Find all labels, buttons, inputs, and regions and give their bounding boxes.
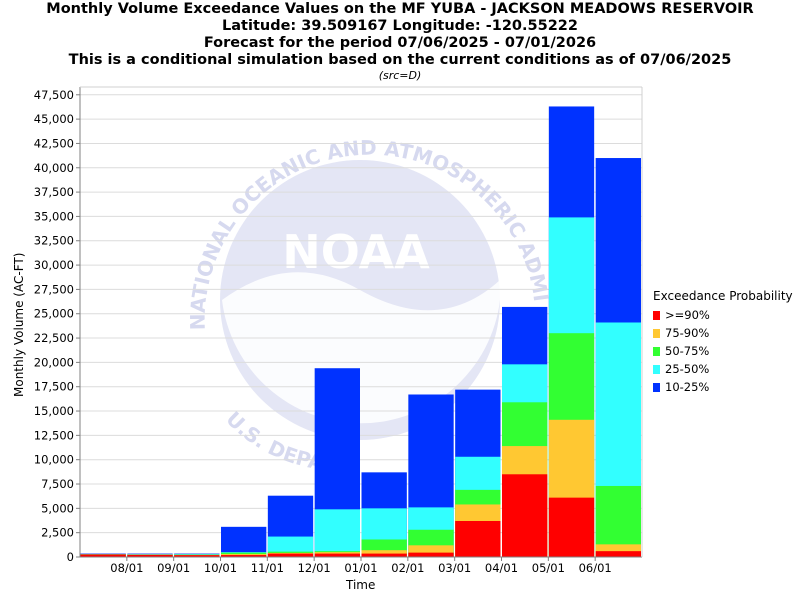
chart-source: (src=D)	[378, 69, 422, 82]
bar-90-02-2026	[408, 552, 454, 557]
noaa-logo-wave	[222, 272, 500, 424]
y-tick-label: 30,000	[34, 258, 74, 272]
y-tick-label: 42,500	[34, 136, 74, 150]
y-tick-label: 47,500	[34, 88, 74, 102]
y-tick-label: 25,000	[34, 307, 74, 321]
chart-title: Monthly Volume Exceedance Values on the …	[46, 1, 754, 17]
bar-90-07-2025	[80, 554, 126, 557]
legend-swatch	[653, 364, 660, 374]
legend-item: 75-90%	[653, 324, 793, 342]
x-tick-label: 05/01	[532, 561, 565, 575]
bar-1025-10-2025	[221, 526, 267, 557]
gridlines	[80, 94, 642, 558]
bar-90-10-2025	[221, 555, 267, 557]
chart-location: Latitude: 39.509167 Longitude: -120.5522…	[222, 18, 578, 34]
legend-item: 50-75%	[653, 342, 793, 360]
bar-90-01-2026	[361, 553, 407, 557]
x-tick-label: 03/01	[438, 561, 471, 575]
legend: Exceedance Probability >=90% 75-90% 50-75%…	[653, 289, 793, 396]
y-tick-label: 0	[67, 550, 74, 564]
y-tick-label: 12,500	[34, 428, 74, 442]
y-tick-label: 5,000	[41, 501, 74, 515]
legend-items: >=90% 75-90% 50-75% 25-50% 10-25%	[653, 306, 793, 396]
y-tick-label: 20,000	[34, 355, 74, 369]
bar-90-09-2025	[174, 555, 220, 557]
legend-swatch	[653, 328, 660, 338]
legend-swatch	[653, 382, 660, 392]
legend-label: 10-25%	[665, 380, 710, 394]
y-tick-label: 40,000	[34, 161, 74, 175]
y-tick-label: 22,500	[34, 331, 74, 345]
x-tick-label: 06/01	[579, 561, 612, 575]
chart-condition-note: This is a conditional simulation based o…	[68, 52, 732, 68]
y-tick-label: 17,500	[34, 380, 74, 394]
x-tick-label: 10/01	[204, 561, 237, 575]
legend-item: 25-50%	[653, 360, 793, 378]
y-axis-title: Monthly Volume (AC-FT)	[12, 252, 26, 397]
x-tick-label: 08/01	[110, 561, 143, 575]
legend-label: 25-50%	[665, 362, 710, 376]
chart-title-block: Monthly Volume Exceedance Values on the …	[0, 1, 800, 83]
bar-90-04-2026	[502, 474, 548, 557]
legend-label: >=90%	[665, 308, 710, 322]
y-tick-label: 32,500	[34, 234, 74, 248]
bars-layer	[80, 106, 641, 557]
y-tick-label: 45,000	[34, 112, 74, 126]
x-tick-label: 11/01	[251, 561, 284, 575]
legend-label: 50-75%	[665, 344, 710, 358]
legend-swatch	[653, 346, 660, 356]
noaa-logo-text: NOAA	[282, 225, 430, 279]
bar-90-11-2025	[267, 553, 314, 557]
chart-forecast-period: Forecast for the period 07/06/2025 - 07/…	[203, 35, 597, 51]
y-tick-label: 7,500	[41, 477, 74, 491]
x-tick-label: 01/01	[344, 561, 377, 575]
y-tick-label: 35,000	[34, 209, 74, 223]
y-tick-label: 10,000	[34, 453, 74, 467]
x-axis-title: Time	[346, 578, 376, 592]
y-tick-label: 2,500	[41, 526, 74, 540]
bar-90-05-2026	[548, 497, 595, 557]
axes: 0 2,500 5,000 7,500 10,000 12,500 15,000 17,500…	[34, 86, 643, 575]
bar-90-12-2025	[314, 553, 360, 557]
y-tick-label: 15,000	[34, 404, 74, 418]
legend-title: Exceedance Probability	[653, 289, 793, 303]
legend-item: 10-25%	[653, 378, 793, 396]
x-tick-label: 12/01	[298, 561, 331, 575]
legend-item: >=90%	[653, 306, 793, 324]
legend-label: 75-90%	[665, 326, 710, 340]
bar-90-03-2026	[455, 520, 501, 557]
x-tick-label: 09/01	[157, 561, 190, 575]
y-tick-label: 27,500	[34, 282, 74, 296]
bar-90-06-2026	[595, 551, 641, 557]
x-tick-label: 02/01	[391, 561, 424, 575]
bar-7590-02-2026	[408, 545, 454, 557]
y-tick-label: 37,500	[34, 185, 74, 199]
bar-90-08-2025	[127, 554, 173, 557]
legend-swatch	[653, 310, 660, 320]
bar-2550-12-2025	[314, 509, 360, 557]
x-tick-label: 04/01	[485, 561, 518, 575]
